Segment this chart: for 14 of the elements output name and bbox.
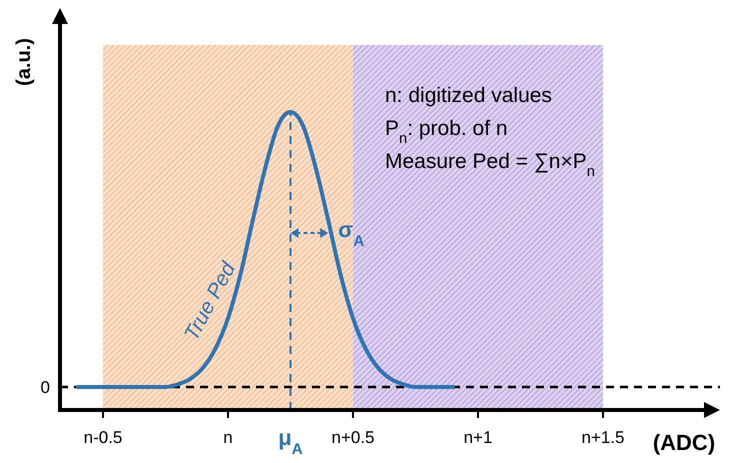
x-tick-label: μ$_{A}$ xyxy=(278,425,303,458)
annotation: True Ped xyxy=(180,257,241,344)
x-tick-label: n+1.5 xyxy=(581,428,625,447)
x-axis-title: (ADC) xyxy=(652,430,716,455)
x-tick-label: n-0.5 xyxy=(84,428,122,447)
x-tick-label: n+0.5 xyxy=(331,428,375,447)
annotation: Measure Ped = ∑n×P$_{n}$ xyxy=(385,150,595,180)
annotation: σ$_{A}$ xyxy=(338,217,364,250)
x-tick-label: n+1 xyxy=(464,428,492,447)
annotation: P$_{n}$: prob. of n xyxy=(385,117,508,147)
ref-line-label: 0 xyxy=(40,378,50,397)
text: n: digitized values xyxy=(385,84,552,107)
y-axis-title: (a.u.) xyxy=(13,38,35,86)
x-tick-label: n xyxy=(223,428,233,447)
